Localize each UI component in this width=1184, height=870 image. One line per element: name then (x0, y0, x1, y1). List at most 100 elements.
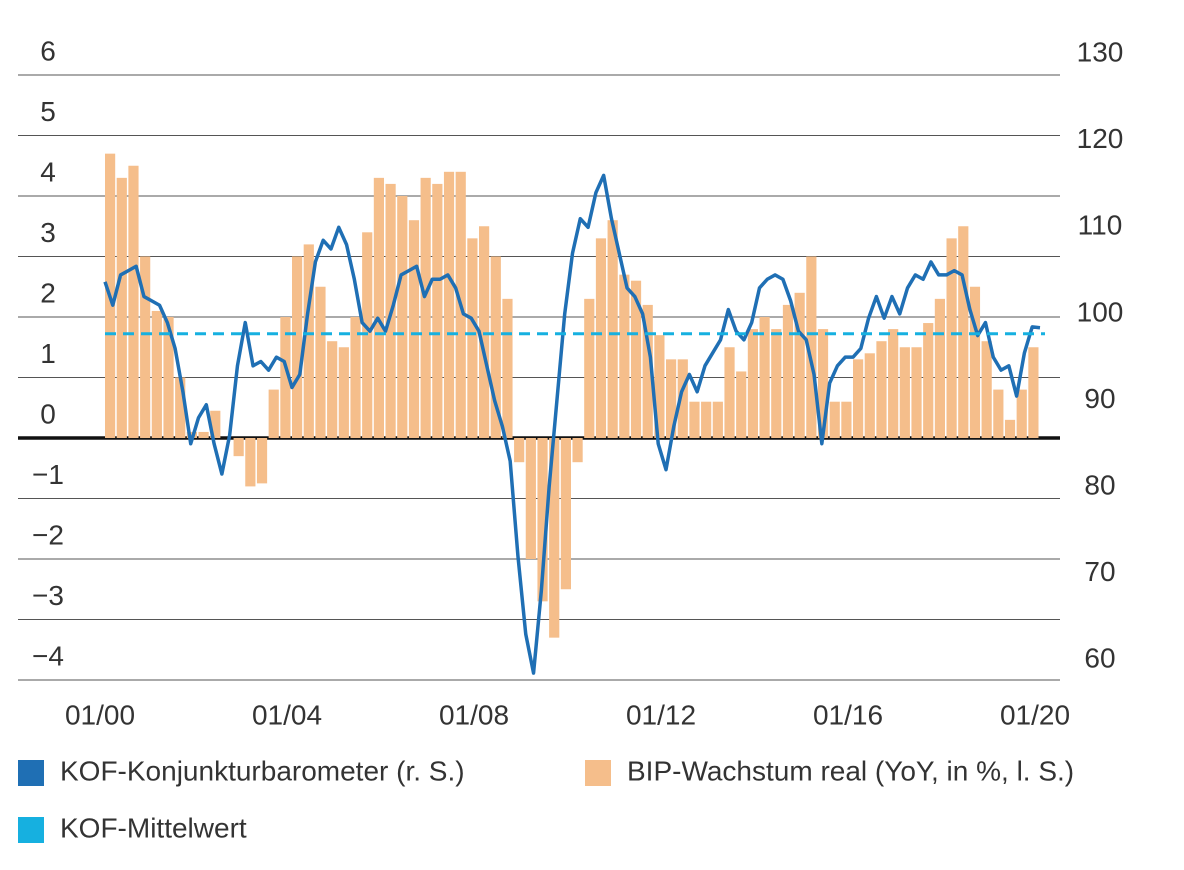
bar (175, 377, 186, 438)
bar (981, 341, 992, 438)
y-tick-label: 2 (40, 277, 56, 308)
bar (408, 220, 420, 438)
bar (806, 256, 817, 438)
y2-tick-label: 70 (1084, 556, 1115, 587)
y2-tick-label: 80 (1084, 469, 1115, 500)
bar (560, 438, 571, 590)
bar (771, 329, 782, 438)
legend-label: KOF-Mittelwert (60, 812, 247, 843)
y-tick-label: 4 (40, 156, 56, 187)
bar (712, 401, 723, 438)
bar (969, 286, 981, 438)
y-tick-label: 3 (40, 217, 56, 248)
bar (479, 226, 490, 438)
bar (432, 183, 443, 438)
bar (689, 401, 700, 438)
bar (268, 389, 279, 438)
bar (514, 438, 525, 463)
bar (794, 292, 805, 438)
x-tick-label: 01/16 (813, 699, 883, 730)
bar (911, 347, 922, 438)
bar (584, 298, 595, 438)
bar (315, 286, 326, 438)
y-tick-label: −3 (32, 580, 64, 611)
bar (467, 238, 478, 438)
x-tick-label: 01/08 (439, 699, 509, 730)
bar (619, 274, 630, 438)
bar (817, 329, 829, 438)
x-tick-label: 01/04 (252, 699, 322, 730)
bar (128, 165, 139, 438)
bar (116, 177, 127, 438)
bar (642, 304, 653, 438)
bar (373, 177, 384, 438)
bar (736, 371, 747, 438)
y-tick-label: 6 (40, 35, 56, 66)
bar (140, 256, 151, 438)
bar (303, 244, 314, 438)
bar (292, 256, 303, 438)
bar (654, 335, 665, 438)
legend-swatch (18, 817, 44, 843)
bar (537, 438, 548, 602)
bar (666, 359, 677, 438)
legend-label: BIP-Wachstum real (YoY, in %, l. S.) (627, 755, 1074, 786)
bar (210, 410, 221, 438)
bar (829, 401, 840, 438)
bar (759, 317, 770, 438)
bar (233, 438, 244, 457)
y-tick-label: −2 (32, 519, 64, 550)
bar (572, 438, 583, 463)
bar (595, 238, 607, 438)
x-tick-label: 01/00 (65, 699, 135, 730)
y2-tick-label: 60 (1084, 642, 1115, 673)
bar (958, 226, 969, 438)
bar (1016, 389, 1027, 438)
x-tick-label: 01/12 (626, 699, 696, 730)
line (103, 173, 1041, 675)
bar (677, 359, 688, 438)
bar (256, 438, 268, 484)
bar (443, 171, 455, 439)
bar (549, 438, 560, 638)
bar (782, 304, 794, 438)
legend-label: KOF-Konjunkturbarometer (r. S.) (60, 755, 465, 786)
bar (747, 329, 758, 438)
bar (245, 438, 256, 487)
bar (724, 347, 735, 438)
y-tick-label: −4 (32, 640, 64, 671)
bar (923, 323, 934, 438)
bar (853, 359, 864, 438)
bar (490, 256, 501, 438)
bar (163, 317, 174, 438)
bar (327, 341, 338, 438)
bar (350, 317, 361, 438)
bar (630, 280, 642, 438)
bar (502, 298, 513, 438)
bar (525, 438, 536, 559)
bar (280, 317, 291, 438)
bar (841, 401, 852, 438)
y2-tick-label: 110 (1078, 210, 1123, 241)
bar (420, 177, 431, 438)
bar (864, 353, 875, 438)
bar (1028, 347, 1039, 438)
bar (607, 220, 618, 438)
bar (397, 196, 408, 438)
bar (888, 329, 899, 438)
bar (993, 389, 1004, 438)
legend-swatch (18, 760, 44, 786)
bar (151, 310, 162, 438)
y2-tick-label: 120 (1077, 123, 1124, 154)
x-tick-label: 01/20 (1000, 699, 1070, 730)
legend-swatch (585, 760, 611, 786)
bar (338, 347, 349, 438)
y-tick-label: 0 (40, 398, 56, 429)
y2-tick-label: 100 (1077, 296, 1124, 327)
bar (876, 341, 887, 438)
bar (198, 431, 209, 438)
bar (899, 347, 910, 438)
y2-tick-label: 90 (1084, 383, 1115, 414)
y-tick-label: 1 (40, 338, 56, 369)
